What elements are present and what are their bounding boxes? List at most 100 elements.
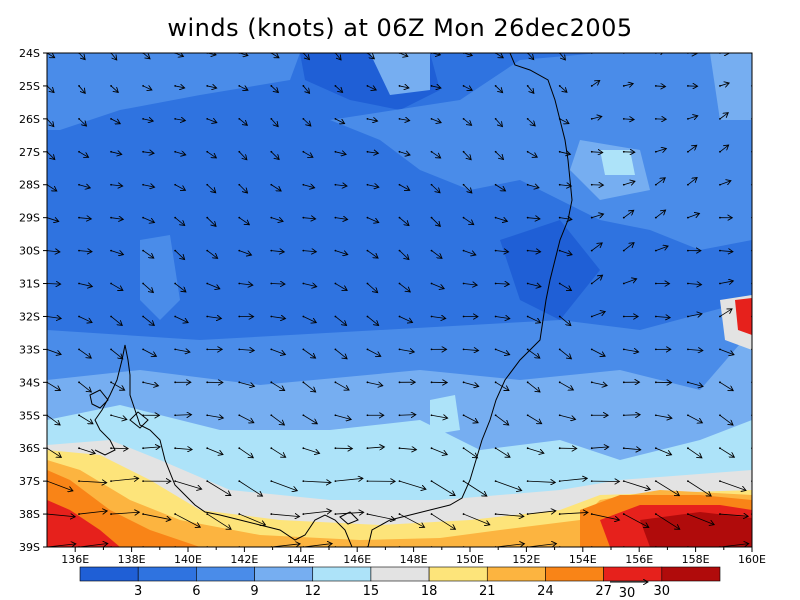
wind-vector <box>78 382 91 392</box>
wind-vector <box>591 447 609 448</box>
wind-vector <box>751 283 752 284</box>
wind-vector <box>623 513 649 527</box>
grid-point <box>687 282 689 285</box>
wind-vector <box>175 480 201 489</box>
wind-vector <box>623 243 634 251</box>
wind-vector <box>367 546 369 547</box>
wind-vector <box>78 53 85 60</box>
wind-vector <box>527 511 556 515</box>
wind-vector <box>655 86 666 87</box>
wind-vector <box>751 217 752 219</box>
wind-vector <box>591 382 607 385</box>
wind-vector <box>431 184 440 193</box>
wind-vector <box>271 544 300 547</box>
wind-vector <box>463 513 490 525</box>
colorbar-label: 9 <box>250 584 258 599</box>
wind-vector <box>431 217 441 227</box>
wind-vector <box>271 284 285 285</box>
wind-vector <box>271 118 278 127</box>
wind-vector <box>367 349 380 356</box>
grid-point <box>622 315 625 318</box>
wind-vector <box>207 283 220 289</box>
wind-vector <box>495 184 506 191</box>
speed-band-15 <box>600 150 635 175</box>
wind-vector <box>78 447 95 453</box>
wind-vector <box>719 309 732 317</box>
wind-vector <box>79 511 107 515</box>
wind-vector <box>47 316 61 318</box>
wind-vector <box>559 546 589 547</box>
wind-vector <box>399 480 426 489</box>
wind-vector <box>142 250 154 258</box>
wind-vector <box>303 85 309 93</box>
wind-vector <box>47 349 61 354</box>
wind-vector <box>271 447 285 457</box>
lon-tick-label: 146E <box>343 553 371 566</box>
wind-vector <box>495 414 509 425</box>
wind-vector <box>495 316 510 318</box>
wind-vector <box>495 53 504 58</box>
wind-vector <box>239 284 253 286</box>
speed-band-24 <box>47 460 752 547</box>
wind-vector <box>303 481 331 482</box>
wind-vector <box>687 213 700 219</box>
wind-vector <box>399 184 410 191</box>
wind-vector <box>719 83 729 86</box>
wind-vector <box>175 86 184 88</box>
wind-vector <box>495 514 524 516</box>
wind-vector <box>431 415 448 418</box>
lon-tick-label: 136E <box>61 553 89 566</box>
wind-vector <box>719 447 734 457</box>
wind-vector <box>142 316 154 325</box>
wind-vector <box>47 514 75 517</box>
grid-point <box>719 249 721 252</box>
colorbar-swatch <box>486 566 546 582</box>
wind-vector <box>47 251 60 252</box>
wind-vector <box>110 85 118 92</box>
wind-vector <box>303 218 315 219</box>
wind-vector <box>751 315 752 317</box>
wind-vector <box>655 480 680 496</box>
wind-vector <box>47 53 55 58</box>
colorbar-label: 6 <box>192 584 200 599</box>
wind-vector <box>559 250 572 255</box>
wind-vector <box>175 316 188 322</box>
wind-vector <box>623 480 650 489</box>
colorbar-swatch <box>79 566 139 582</box>
grid-point <box>622 381 625 384</box>
wind-vector <box>591 116 602 118</box>
wind-vector <box>111 478 139 481</box>
wind-vector <box>559 53 566 60</box>
wind-vector <box>559 381 574 390</box>
speed-band-30 <box>47 500 120 547</box>
wind-vector <box>431 250 442 259</box>
wind-vector <box>527 151 538 157</box>
wind-vector <box>719 414 733 425</box>
wind-vector <box>719 251 733 252</box>
wind-vector <box>687 116 698 119</box>
speed-band-3 <box>500 220 600 320</box>
wind-vector <box>110 316 122 325</box>
speed-band-12 <box>370 53 430 95</box>
wind-vector <box>303 53 309 60</box>
wind-vector <box>367 513 395 520</box>
wind-vector <box>751 250 752 251</box>
wind-vector <box>431 151 441 158</box>
lat-tick-label: 27S <box>19 146 40 159</box>
wind-vector <box>335 185 347 186</box>
coastline <box>367 53 573 547</box>
colorbar-label: 27 <box>595 584 612 599</box>
wind-vector <box>687 284 702 285</box>
wind-vector <box>335 512 363 514</box>
wind-vector <box>303 544 332 547</box>
wind-vector <box>431 513 456 529</box>
wind-vector <box>47 184 57 191</box>
wind-vector <box>751 349 752 350</box>
colorbar-label: 24 <box>537 584 554 599</box>
wind-vector <box>719 145 729 153</box>
lon-tick-label: 142E <box>230 553 258 566</box>
wind-vector <box>239 381 254 386</box>
colorbar-swatch <box>254 566 314 582</box>
wind-vector <box>527 53 534 60</box>
wind-vector <box>367 185 378 187</box>
